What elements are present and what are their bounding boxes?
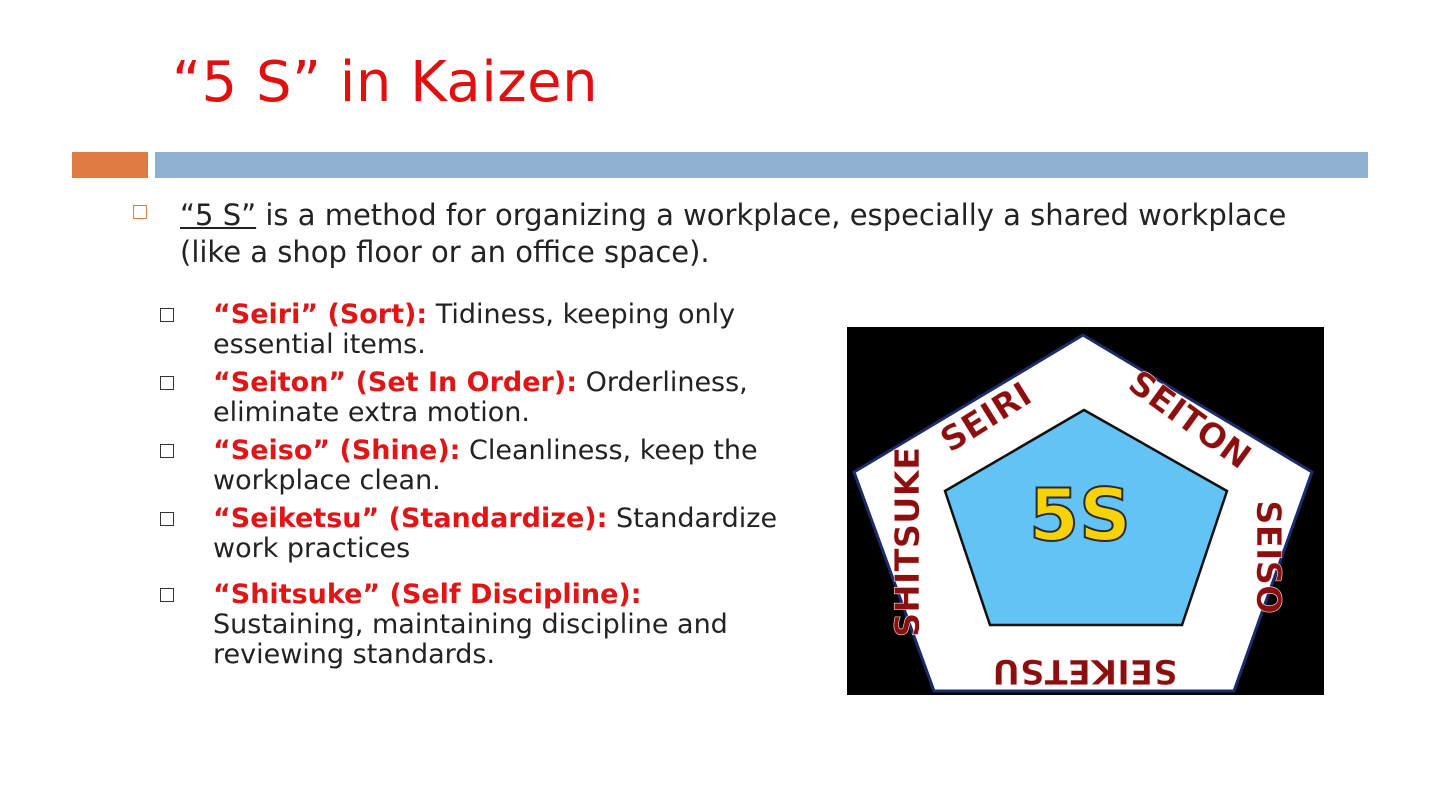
square-bullet-icon xyxy=(160,308,174,322)
list-item-shitsuke: “Shitsuke” (Self Discipline): Sustaining… xyxy=(160,580,800,670)
five-s-pentagon-figure: SEIRI SEITON SEISO SEIKETSU SHITSUKE 5S xyxy=(847,327,1324,695)
label-shitsuke: SHITSUKE xyxy=(888,447,928,637)
square-bullet-icon xyxy=(160,512,174,526)
slide-title: “5 S” in Kaizen xyxy=(172,48,598,118)
square-bullet-icon xyxy=(160,588,174,602)
label-seiketsu: SEIKETSU xyxy=(992,651,1177,691)
five-s-list: “Seiri” (Sort): Tidiness, keeping only e… xyxy=(160,300,800,678)
label-seiso: SEISO xyxy=(1248,500,1288,614)
intro-paragraph: “5 S” is a method for organizing a workp… xyxy=(133,197,1333,271)
list-item-seiri: “Seiri” (Sort): Tidiness, keeping only e… xyxy=(160,300,800,360)
center-label: 5S xyxy=(1029,473,1131,557)
item-term: “Shitsuke” (Self Discipline): xyxy=(213,579,642,610)
five-s-pentagon-svg: SEIRI SEITON SEISO SEIKETSU SHITSUKE 5S xyxy=(847,327,1324,695)
square-bullet-icon xyxy=(160,376,174,390)
intro-text: is a method for organizing a workplace, … xyxy=(180,198,1286,269)
item-term: “Seiketsu” (Standardize): xyxy=(213,503,607,534)
list-item-seiso: “Seiso” (Shine): Cleanliness, keep the w… xyxy=(160,436,800,496)
list-item-seiketsu: “Seiketsu” (Standardize): Standardize wo… xyxy=(160,504,800,564)
square-bullet-icon xyxy=(160,444,174,458)
list-item-seiton: “Seiton” (Set In Order): Orderliness, el… xyxy=(160,368,800,428)
title-accent-bar-blue xyxy=(155,152,1368,178)
square-bullet-icon xyxy=(133,205,147,219)
item-term: “Seiton” (Set In Order): xyxy=(213,367,577,398)
item-desc: Sustaining, maintaining discipline and r… xyxy=(213,609,728,670)
intro-term: “5 S” xyxy=(180,198,256,232)
title-accent-bar-orange xyxy=(72,152,148,178)
item-term: “Seiso” (Shine): xyxy=(213,435,460,466)
item-term: “Seiri” (Sort): xyxy=(213,299,427,330)
